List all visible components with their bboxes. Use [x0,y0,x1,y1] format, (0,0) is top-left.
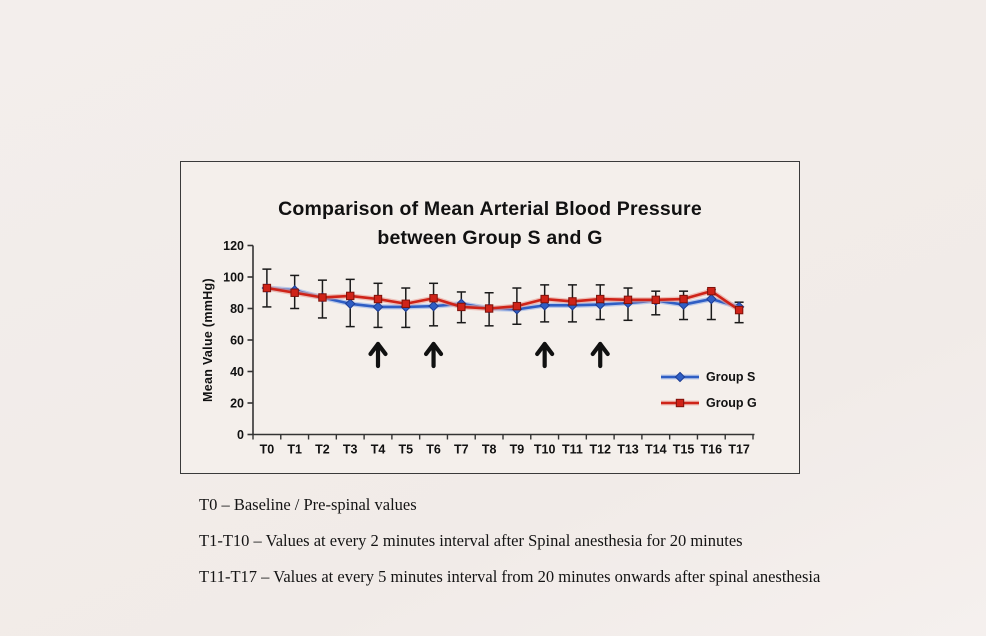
legend-item-group-g: Group G [659,394,757,411]
tick-label: T8 [482,443,497,457]
data-point-marker [318,293,327,302]
tick-label: T10 [534,443,556,457]
data-point-marker [707,286,716,296]
up-arrow-icon [535,341,555,369]
tick-label: 120 [223,239,244,253]
tick-label: 0 [237,428,244,442]
data-point-marker [428,300,439,312]
tick-label: T13 [617,443,639,457]
legend-marker-group-s-icon [661,371,699,382]
footnote-t11-t17: T11-T17 – Values at every 5 minutes inte… [199,567,821,586]
up-arrow-icon [590,341,610,369]
tick-label: T1 [287,443,302,457]
data-point-marker [262,283,272,293]
bp-comparison-chart: 0 20 40 60 80 100 120 T0 T1 T2 T3 T4 T5 T6 T7 T8 T9 T10 T1… [180,161,800,474]
tick-label: T14 [645,443,667,457]
tick-label: T17 [728,443,750,457]
data-point-marker [568,297,577,306]
tick-label: T9 [510,443,525,457]
legend-label-group-s: Group S [706,369,756,384]
legend-item-group-s: Group S [659,368,757,385]
data-point-marker [623,295,633,305]
tick-label: T7 [454,443,469,457]
y-axis-title: Mean Value (mmHg) [201,278,215,402]
data-point-marker [457,302,466,312]
tick-label: 100 [223,271,244,285]
data-point-marker [596,294,605,304]
arrow-annotations [368,341,610,369]
tick-label: T3 [343,443,358,457]
axes: 0 20 40 60 80 100 120 T0 T1 T2 T3 T4 T5 T6 T7 T8 T9 T10 T1… [223,239,755,457]
tick-label: T0 [260,443,275,457]
series-group-g [262,283,744,315]
data-point-marker [372,301,384,313]
data-point-marker [512,301,522,311]
tick-label: 80 [230,302,244,316]
data-point-marker [484,304,494,313]
chart-title-line2: between Group S and G [377,227,603,249]
chart-title-line1: Comparison of Mean Arterial Blood Pressu… [278,198,702,220]
footnote-t0: T0 – Baseline / Pre-spinal values [199,495,417,514]
tick-label: T4 [371,443,386,457]
tick-label: T15 [673,443,695,457]
chart-footnotes: T0 – Baseline / Pre-spinal values T1-T10… [199,494,820,602]
data-point-marker [540,294,549,304]
chart-title: Comparison of Mean Arterial Blood Pressu… [181,195,799,253]
data-point-marker [679,294,688,304]
footnote-t1-t10: T1-T10 – Values at every 2 minutes inter… [199,531,743,550]
data-point-marker [373,294,383,304]
tick-label: 20 [230,397,244,411]
tick-label: T5 [398,443,413,457]
data-point-marker [344,298,356,310]
chart-canvas: 0 20 40 60 80 100 120 T0 T1 T2 T3 T4 T5 T6 T7 T8 T9 T10 T1… [223,239,755,457]
data-point-marker [651,295,660,305]
tick-label: T2 [315,443,330,457]
tick-label: T6 [426,443,441,457]
tick-label: T11 [562,443,583,457]
data-point-marker [706,293,717,305]
legend-marker-group-g-icon [661,398,699,407]
data-point-marker [401,299,410,308]
data-point-marker [734,305,744,315]
data-point-marker [346,291,355,301]
up-arrow-icon [423,341,444,369]
tick-label: 40 [230,365,244,379]
data-point-marker [290,288,299,297]
legend-label-group-g: Group G [706,395,757,410]
up-arrow-icon [368,341,388,369]
data-point-marker [429,294,438,303]
tick-label: 60 [230,334,244,348]
tick-label: T12 [589,443,611,457]
chart-legend: Group S Group G [659,368,757,411]
tick-label: T16 [701,443,723,457]
